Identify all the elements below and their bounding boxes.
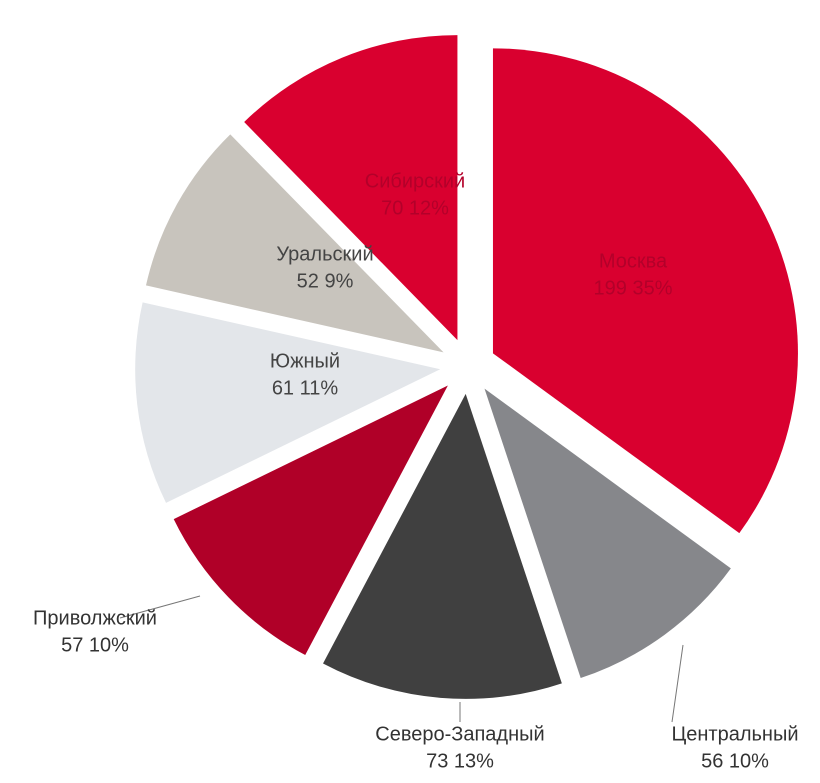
slice-label: Москва — [599, 250, 668, 272]
pie-slice — [244, 35, 458, 341]
pie-slice — [323, 393, 562, 699]
slice-value-label: 52 9% — [297, 270, 354, 292]
pie-slice — [145, 134, 444, 353]
slice-value-label: 73 13% — [426, 750, 494, 772]
pie-slice — [173, 385, 448, 656]
slice-label: Уральский — [276, 243, 373, 265]
slice-label: Южный — [270, 350, 340, 372]
pie-slice — [484, 388, 731, 679]
slice-value-label: 199 35% — [594, 277, 673, 299]
leader-line — [671, 644, 684, 723]
slice-value-label: 57 10% — [61, 634, 129, 656]
slice-value-label: 61 11% — [272, 377, 339, 399]
pie-slice — [492, 48, 798, 534]
slice-label: Сибирский — [365, 170, 465, 192]
slice-value-label: 56 10% — [701, 750, 769, 772]
slice-label: Северо-Западный — [375, 723, 544, 745]
slice-label: Центральный — [671, 723, 798, 745]
slice-label: Приволжский — [33, 607, 157, 629]
slice-value-label: 70 12% — [381, 197, 449, 219]
pie-slice — [135, 302, 441, 503]
leader-line — [119, 595, 201, 619]
